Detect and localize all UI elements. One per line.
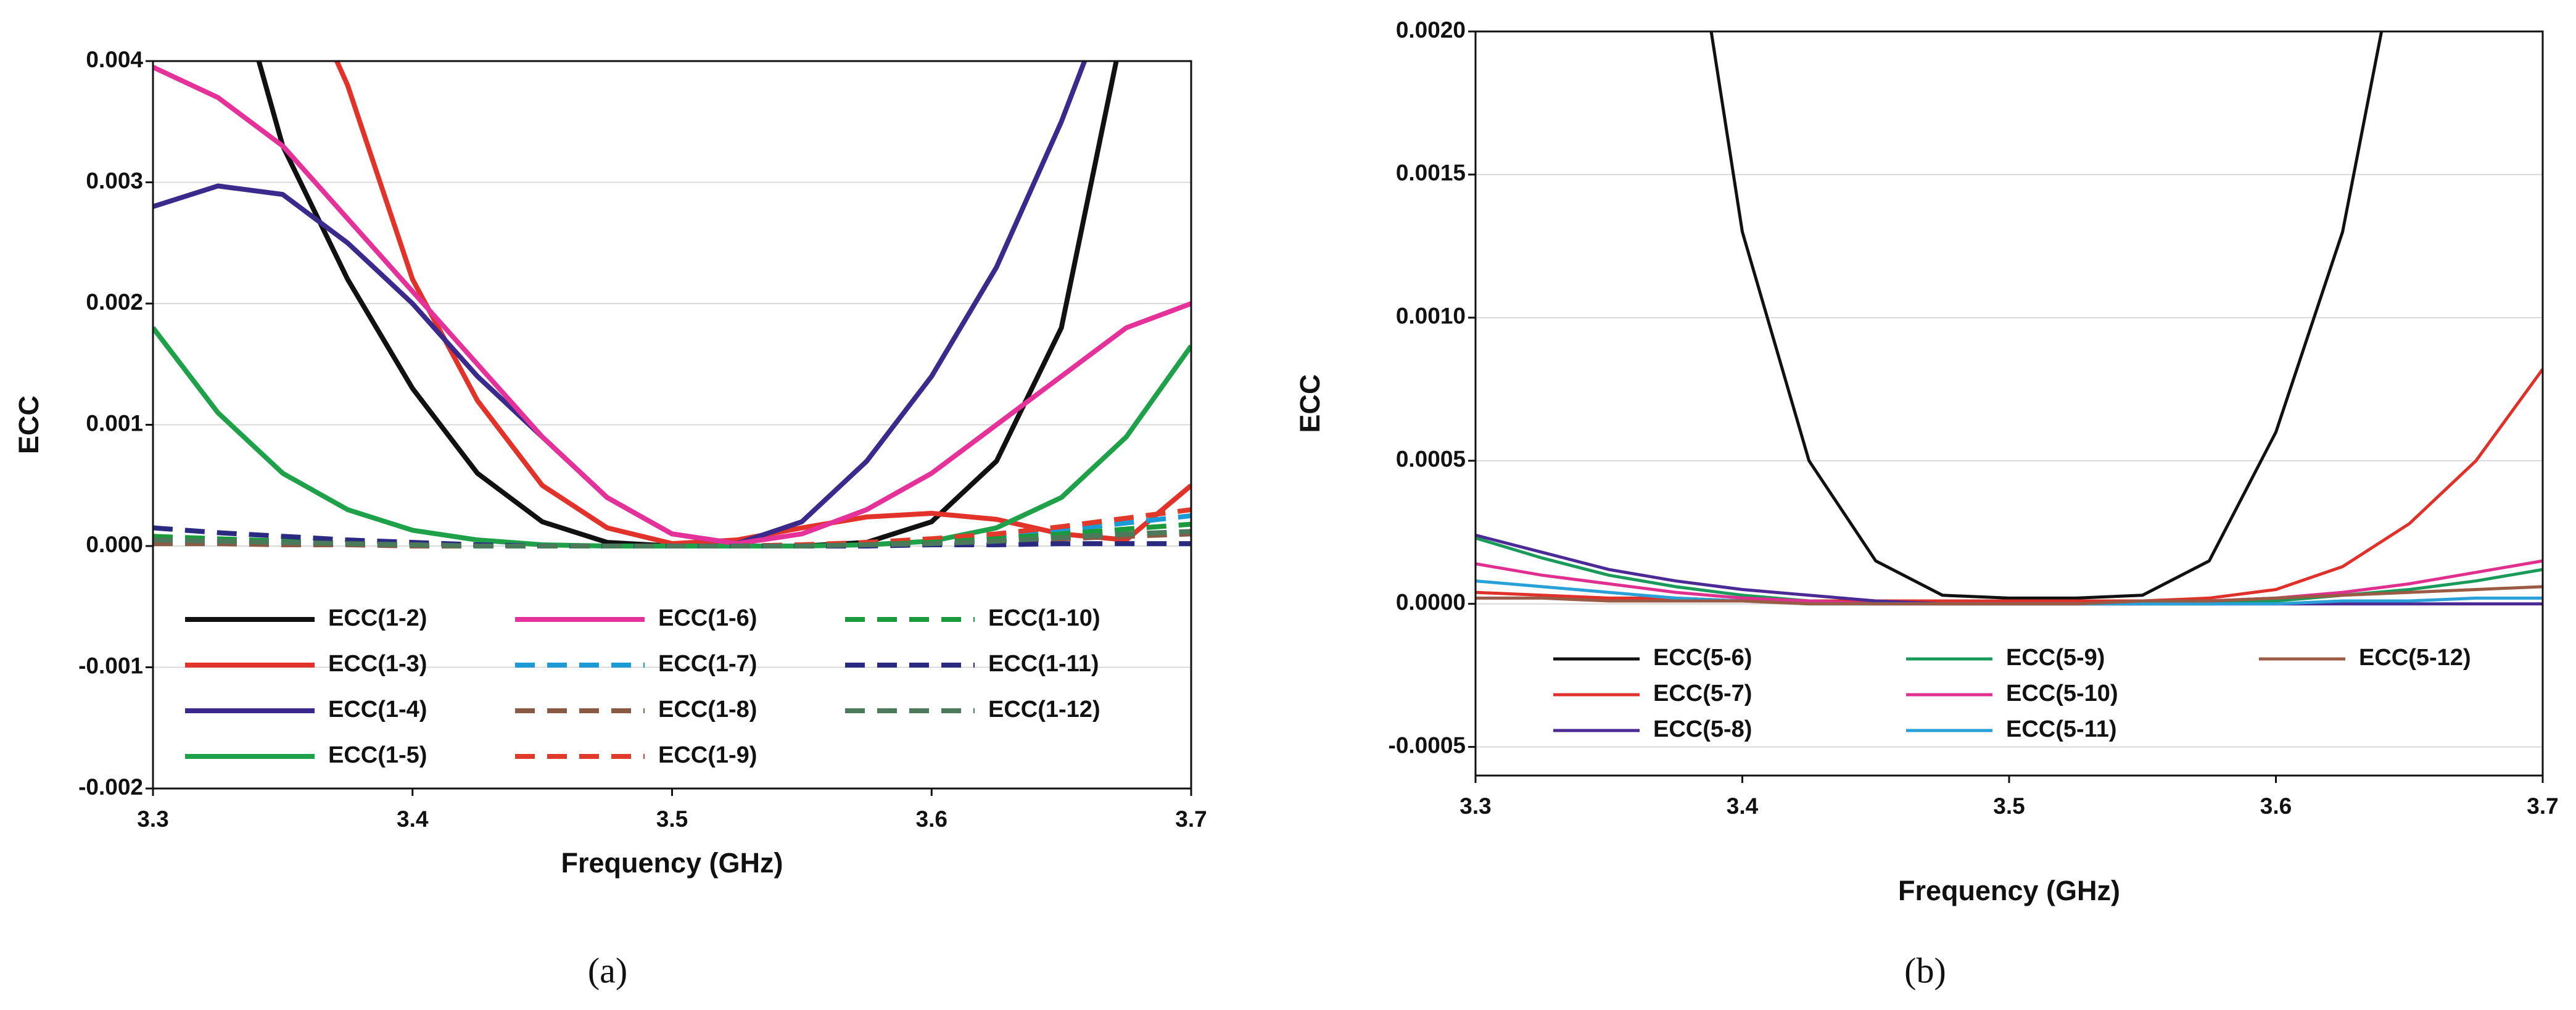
y-tick-label: 0.0010 [1396, 304, 1466, 329]
legend-label: ECC(1-2) [328, 605, 427, 631]
legend-label: ECC(5-10) [2006, 681, 2118, 706]
x-tick-label: 3.6 [2260, 793, 2292, 819]
panel-caption: (a) [588, 950, 627, 990]
x-tick-label: 3.4 [1727, 793, 1759, 819]
x-tick-label: 3.7 [2527, 793, 2558, 819]
y-tick-label: 0.000 [86, 532, 143, 557]
legend-label: ECC(1-10) [988, 605, 1100, 631]
lines [153, 61, 1191, 548]
series-line [256, 61, 1119, 548]
y-tick-label: 0.003 [86, 168, 143, 193]
series-line [153, 65, 1191, 547]
legend-label: ECC(1-12) [988, 697, 1100, 722]
series-line [153, 61, 1088, 547]
legend-label: ECC(1-9) [658, 742, 757, 768]
y-tick-label: 0.0015 [1396, 160, 1466, 186]
x-axis-title: Frequency (GHz) [1898, 875, 2120, 906]
y-tick-label: 0.0005 [1396, 447, 1466, 472]
y-tick-label: -0.0005 [1389, 732, 1466, 758]
panel-caption: (b) [1904, 950, 1946, 990]
y-tick-label: 0.0000 [1396, 589, 1466, 615]
x-tick-label: 3.6 [916, 806, 947, 832]
y-axis-title: ECC [1294, 374, 1326, 433]
legend-label: ECC(5-6) [1653, 645, 1752, 671]
x-tick-label: 3.3 [137, 806, 168, 832]
legend-label: ECC(5-12) [2359, 645, 2471, 671]
legend-label: ECC(5-9) [2006, 645, 2105, 671]
plot-frame [1474, 30, 2544, 777]
series-line [1476, 368, 2543, 603]
series-line [153, 529, 1191, 548]
x-tick-label: 3.3 [1459, 793, 1491, 819]
lines [1476, 31, 2543, 606]
plot-frame [152, 60, 1192, 790]
y-tick-label: 0.004 [86, 47, 143, 72]
x-tick-label: 3.5 [656, 806, 688, 832]
legend-label: ECC(1-5) [328, 742, 427, 768]
y-tick-label: 0.002 [86, 289, 143, 315]
y-tick-label: 0.0020 [1396, 17, 1466, 43]
legend-label: ECC(1-8) [658, 697, 757, 722]
legend-label: ECC(1-11) [988, 651, 1099, 677]
x-tick-label: 3.4 [397, 806, 429, 832]
legend-label: ECC(1-3) [328, 651, 427, 677]
series-line [334, 61, 1191, 547]
legend-label: ECC(1-7) [658, 651, 757, 677]
series-line [1476, 585, 2543, 606]
legend-label: ECC(5-11) [2006, 716, 2117, 742]
y-axis-title: ECC [13, 395, 44, 454]
y-tick-label: -0.001 [78, 653, 143, 678]
y-tick-label: 0.001 [86, 410, 143, 436]
legend-label: ECC(1-4) [328, 697, 427, 722]
y-tick-label: -0.002 [78, 774, 143, 800]
x-tick-label: 3.7 [1175, 806, 1207, 832]
x-tick-label: 3.5 [1993, 793, 2025, 819]
x-axis-title: Frequency (GHz) [561, 847, 783, 879]
series-line [1709, 31, 2384, 600]
legend-label: ECC(5-7) [1653, 681, 1752, 706]
legend-label: ECC(5-8) [1653, 716, 1752, 742]
legend-label: ECC(1-6) [658, 605, 757, 631]
series-line [153, 326, 1191, 548]
